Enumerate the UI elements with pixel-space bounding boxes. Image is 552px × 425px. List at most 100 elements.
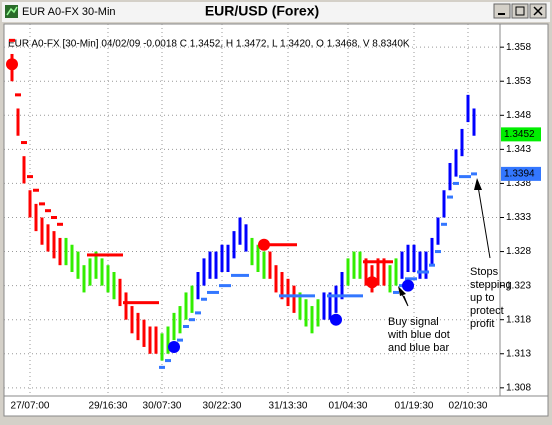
red-stops — [45, 209, 51, 213]
price-bar — [46, 224, 50, 252]
price-bar — [244, 224, 248, 252]
price-bar — [196, 272, 200, 300]
price-bar — [412, 244, 416, 272]
x-tick-label: 29/16:30 — [89, 401, 128, 412]
chart-title: EUR/USD (Forex) — [205, 3, 319, 19]
blue-stops — [327, 294, 333, 298]
maximize-button[interactable] — [511, 3, 529, 19]
window-controls — [493, 3, 547, 19]
annotation: profit — [470, 318, 494, 330]
app-icon — [5, 5, 18, 18]
price-bar — [190, 285, 194, 313]
red-stops — [291, 243, 297, 247]
price-bar — [130, 306, 134, 334]
blue-stops — [189, 318, 195, 322]
red-stops — [111, 253, 117, 257]
red-stops — [57, 222, 63, 226]
y-tick-label: 1.333 — [506, 212, 531, 223]
red-stops — [147, 301, 153, 305]
price-bar — [376, 258, 380, 286]
red-stops — [93, 253, 99, 257]
blue-stops — [417, 270, 423, 274]
grid: 1.308 1.313 1.318 1.323 1.328 1.333 1.338 1.343… — [4, 24, 531, 412]
signal-dot — [6, 58, 18, 71]
red-stops — [153, 301, 159, 305]
red-stops — [387, 260, 393, 264]
title-bar — [2, 2, 550, 22]
red-stops — [375, 260, 381, 264]
app-icon-glyph — [6, 6, 18, 16]
price-bar — [466, 94, 470, 123]
maximize-glyph — [515, 6, 525, 16]
price-bar — [256, 244, 260, 272]
annotation: up to — [470, 292, 494, 304]
y-tick-label: 1.348 — [506, 110, 531, 121]
blue-stops — [345, 294, 351, 298]
price-bar — [22, 156, 26, 184]
blue-stops — [279, 294, 285, 298]
signal-dot — [366, 276, 378, 289]
blue-stops — [195, 311, 201, 315]
blue-stops — [393, 290, 399, 294]
price-bar — [148, 326, 152, 354]
price-bar — [280, 272, 284, 300]
y-tick-label: 1.313 — [506, 348, 531, 359]
blue-stops — [441, 222, 447, 226]
price-bar — [448, 162, 452, 191]
price-bar — [64, 237, 68, 266]
red-stops — [141, 301, 147, 305]
blue-stops — [447, 195, 453, 199]
price-bar — [94, 251, 98, 279]
price-bar — [262, 251, 266, 279]
price-bar — [88, 258, 92, 286]
red-stops — [33, 188, 39, 192]
price-bar — [268, 251, 272, 279]
price-bar — [382, 258, 386, 286]
red-stops — [273, 243, 279, 247]
price-bar — [178, 306, 182, 334]
signal-dot — [330, 313, 342, 326]
price-bar — [460, 128, 464, 157]
price-bar — [442, 190, 446, 218]
y-tick-label: 1.328 — [506, 246, 531, 257]
price-bar — [82, 265, 86, 293]
time-axis — [3, 395, 549, 417]
price-bar — [454, 149, 458, 177]
price-bar — [136, 312, 140, 341]
red-stops — [87, 253, 93, 257]
y-tick-label: 1.353 — [506, 76, 531, 87]
blue-stops — [297, 294, 303, 298]
stops-arrow — [477, 185, 491, 259]
window-title: EUR A0-FX 30-Min — [22, 6, 116, 18]
y-tick-label: 1.358 — [506, 42, 531, 53]
price-label: 1.3452 — [504, 129, 535, 140]
red-stops — [363, 260, 369, 264]
annotation: with blue dot — [387, 329, 450, 341]
price-bar — [304, 299, 308, 327]
price-axis — [499, 23, 549, 397]
price-bar — [406, 244, 410, 272]
blue-stops — [471, 172, 477, 176]
minimize-button[interactable] — [493, 3, 511, 19]
blue-stops — [225, 284, 231, 288]
price-bar — [298, 292, 302, 320]
x-tick-label: 27/07:00 — [11, 401, 50, 412]
price-bar — [340, 272, 344, 300]
price-label-box — [501, 127, 541, 142]
price-bar — [310, 306, 314, 334]
red-stops — [9, 38, 15, 42]
red-stops — [381, 260, 387, 264]
price-bar — [208, 251, 212, 279]
blue-stops — [177, 338, 183, 342]
price-bar — [274, 265, 278, 293]
y-tick-label: 1.323 — [506, 280, 531, 291]
price-bar — [226, 244, 230, 272]
blue-stops — [411, 277, 417, 281]
red-stops — [123, 301, 129, 305]
price-label-box — [501, 166, 541, 181]
y-tick-label: 1.318 — [506, 314, 531, 325]
price-bar — [70, 244, 74, 272]
red-stops — [99, 253, 105, 257]
price-bar — [106, 265, 110, 293]
x-tick-label: 30/07:30 — [143, 401, 182, 412]
